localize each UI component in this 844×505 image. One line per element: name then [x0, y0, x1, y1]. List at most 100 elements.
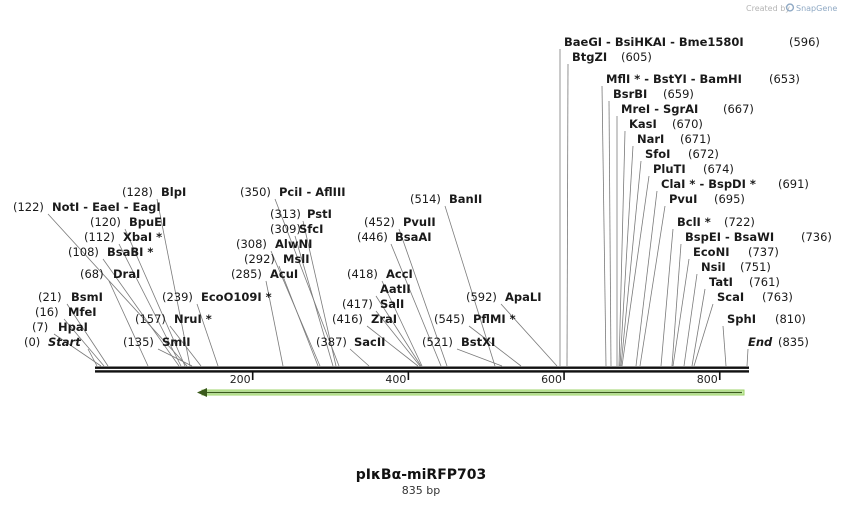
end-label: End [748, 335, 773, 349]
site-name-bsabi[interactable]: BsaBI * [107, 245, 153, 259]
site-name-xbai[interactable]: XbaI * [123, 230, 162, 244]
site-name-bcli[interactable]: BclI * [677, 215, 711, 229]
site-position-bsaai: (446) [357, 230, 388, 244]
site-leader-alwni [270, 250, 321, 367]
site-name-sfoi[interactable]: SfoI [645, 147, 670, 161]
site-position-msli: (292) [244, 252, 275, 266]
site-position-nari: (671) [680, 132, 711, 146]
end-leader [746, 348, 749, 367]
site-leader-tati [691, 288, 706, 367]
site-position-bpuei: (120) [90, 215, 121, 229]
site-position-econi: (737) [748, 245, 779, 259]
site-name-sphi[interactable]: SphI [727, 312, 756, 326]
site-position-psti: (313) [270, 207, 301, 221]
site-leader-acci [381, 280, 423, 367]
site-name-bstxi[interactable]: BstXI [461, 335, 495, 349]
site-name-sacii[interactable]: SacII [354, 335, 385, 349]
site-position-bsmi: (21) [38, 290, 62, 304]
site-name-mfei[interactable]: MfeI [68, 305, 97, 319]
site-leader-bstxi [456, 348, 503, 367]
site-name-tati[interactable]: TatI [709, 275, 733, 289]
site-name-mrei[interactable]: MreI - SgrAI [621, 102, 698, 116]
site-position-clai: (691) [778, 177, 809, 191]
site-name-noti[interactable]: NotI - EaeI - EagI [52, 200, 161, 214]
site-name-alwni[interactable]: AlwNI [275, 237, 312, 251]
site-position-sacii: (387) [316, 335, 347, 349]
site-name-baegi[interactable]: BaeGI - BsiHKAI - Bme1580I [564, 35, 744, 49]
site-name-sali[interactable]: SalI [380, 297, 404, 311]
site-name-zrai[interactable]: ZraI [371, 312, 397, 326]
site-name-bspei[interactable]: BspEI - BsaWI [685, 230, 774, 244]
site-position-hpai: (7) [32, 320, 48, 334]
site-leader-pvuii [398, 228, 448, 367]
site-leader-sacii [349, 348, 370, 367]
site-leader-nari [619, 145, 634, 367]
site-position-nsii: (751) [740, 260, 771, 274]
site-leader-psti [302, 220, 337, 367]
site-position-mfei: (16) [35, 305, 59, 319]
site-name-bsmi[interactable]: BsmI [71, 290, 103, 304]
site-name-blpi[interactable]: BlpI [161, 185, 186, 199]
site-name-kasi[interactable]: KasI [629, 117, 657, 131]
site-position-sphi: (810) [775, 312, 806, 326]
site-name-pvui[interactable]: PvuI [669, 192, 697, 206]
site-name-pflmi[interactable]: PflMI * [473, 312, 516, 326]
site-name-scai[interactable]: ScaI [717, 290, 744, 304]
site-name-bsrbi[interactable]: BsrBI [613, 87, 647, 101]
site-leader-bspei [671, 243, 682, 367]
site-position-bsabi: (108) [68, 245, 99, 259]
site-leader-bpuei [124, 228, 186, 367]
created-by-text: Created by [746, 4, 790, 13]
site-leader-pluti [621, 175, 650, 367]
site-leader-blpi [156, 198, 191, 367]
site-name-drai[interactable]: DraI [113, 267, 140, 281]
site-name-apali[interactable]: ApaLI [505, 290, 542, 304]
site-name-clai[interactable]: ClaI * - BspDI * [661, 177, 756, 191]
site-name-nrui[interactable]: NruI * [174, 312, 212, 326]
site-name-btgzi[interactable]: BtgZI [572, 50, 607, 64]
site-name-hpai[interactable]: HpaI [58, 320, 88, 334]
site-leader-econi [672, 258, 690, 367]
site-name-psti[interactable]: PstI [307, 207, 332, 221]
site-leader-aatii [375, 295, 422, 367]
site-name-mfli[interactable]: MflI * - BstYI - BamHI [606, 72, 742, 86]
site-leader-xbai [118, 243, 182, 367]
site-leader-acui [265, 280, 284, 367]
site-name-nsii[interactable]: NsiI [701, 260, 726, 274]
site-position-pvuii: (452) [364, 215, 395, 229]
ruler-tick-label: 600 [541, 373, 562, 386]
site-leader-bsrbi [608, 100, 612, 367]
site-leader-pcii [274, 198, 340, 367]
site-name-bsaai[interactable]: BsaAI [395, 230, 432, 244]
site-leader-smli [157, 348, 193, 367]
site-name-acui[interactable]: AcuI [270, 267, 298, 281]
start-position: (0) [24, 335, 40, 349]
site-position-bsrbi: (659) [663, 87, 694, 101]
site-name-banii[interactable]: BanII [449, 192, 482, 206]
start-label: Start [48, 335, 81, 349]
site-name-pcii[interactable]: PciI - AflIII [279, 185, 346, 199]
plasmid-title: pIκBα-miRFP703 [356, 467, 487, 483]
site-position-ecoo109i: (239) [162, 290, 193, 304]
site-name-smli[interactable]: SmlI [162, 335, 191, 349]
site-position-kasi: (670) [672, 117, 703, 131]
site-position-acui: (285) [231, 267, 262, 281]
site-name-msli[interactable]: MslI [283, 252, 310, 266]
site-name-pvuii[interactable]: PvuII [403, 215, 436, 229]
site-name-econi[interactable]: EcoNI [693, 245, 729, 259]
site-name-ecoo109i[interactable]: EcoO109I * [201, 290, 272, 304]
feature-arrow[interactable] [197, 388, 745, 397]
site-name-sfci[interactable]: SfcI [299, 222, 323, 236]
site-name-acci[interactable]: AccI [386, 267, 413, 281]
site-leader-bsabi [102, 258, 180, 367]
ruler-tick-label: 200 [230, 373, 251, 386]
site-name-nari[interactable]: NarI [637, 132, 664, 146]
site-name-bpuei[interactable]: BpuEI [129, 215, 166, 229]
site-position-pluti: (674) [703, 162, 734, 176]
site-leader-nrui [169, 325, 202, 367]
site-position-blpi: (128) [122, 185, 153, 199]
site-name-aatii[interactable]: AatII [380, 282, 411, 296]
site-position-baegi: (596) [789, 35, 820, 49]
site-position-zrai: (416) [332, 312, 363, 326]
site-name-pluti[interactable]: PluTI [653, 162, 686, 176]
